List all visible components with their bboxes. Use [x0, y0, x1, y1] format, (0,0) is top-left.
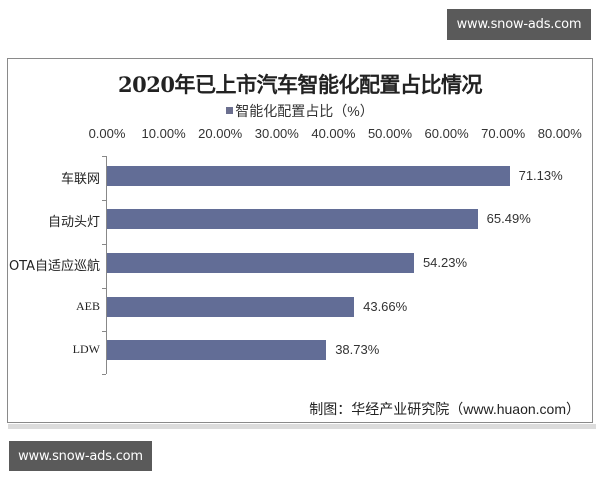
chart-source: 制图：华经产业研究院（www.huaon.com） — [309, 401, 580, 417]
value-label: 71.13% — [518, 168, 563, 183]
chart-frame: 2020年已上市汽车智能化配置占比情况 智能化配置占比（%） 0.00% 10.… — [7, 58, 593, 423]
x-tick: 60.00% — [424, 126, 469, 141]
bar — [107, 209, 478, 229]
value-label: 43.66% — [363, 299, 408, 314]
bar — [107, 340, 327, 360]
y-axis-tick — [102, 156, 106, 157]
x-tick: 20.00% — [198, 126, 243, 141]
y-axis-tick — [102, 374, 106, 375]
watermark-top: www.snow-ads.com — [447, 9, 591, 40]
category-label: OTA自适应巡航 — [8, 259, 100, 274]
chart-title: 2020年已上市汽车智能化配置占比情况 — [118, 72, 482, 97]
x-axis-ticks: 0.00% 10.00% 20.00% 30.00% 40.00% 50.00%… — [8, 126, 592, 144]
bar — [107, 166, 510, 186]
bar — [107, 253, 414, 273]
legend-swatch-icon — [226, 106, 234, 114]
value-label: 54.23% — [422, 255, 468, 270]
category-label: AEB — [76, 299, 100, 313]
y-axis-line — [106, 156, 107, 374]
value-label: 65.49% — [486, 211, 531, 226]
value-label: 38.73% — [335, 342, 380, 357]
legend-label: 智能化配置占比（%） — [235, 103, 374, 119]
watermark-bottom: www.snow-ads.com — [9, 441, 152, 471]
x-tick: 10.00% — [141, 126, 186, 141]
frame-shadow — [8, 424, 596, 429]
category-label: 车联网 — [60, 172, 100, 187]
x-tick: 0.00% — [88, 126, 126, 141]
y-axis-tick — [102, 288, 106, 289]
x-tick: 80.00% — [537, 126, 582, 141]
y-axis-tick — [102, 200, 106, 201]
category-label: 自动头灯 — [47, 215, 100, 230]
category-label: LDW — [72, 342, 100, 356]
y-axis-tick — [102, 331, 106, 332]
x-tick: 50.00% — [367, 126, 413, 141]
y-axis-tick — [102, 244, 106, 245]
x-tick: 70.00% — [481, 126, 526, 141]
chart-legend: 智能化配置占比（%） — [8, 101, 592, 121]
x-tick: 30.00% — [254, 126, 299, 141]
x-tick: 40.00% — [311, 126, 356, 141]
bar — [107, 297, 355, 317]
